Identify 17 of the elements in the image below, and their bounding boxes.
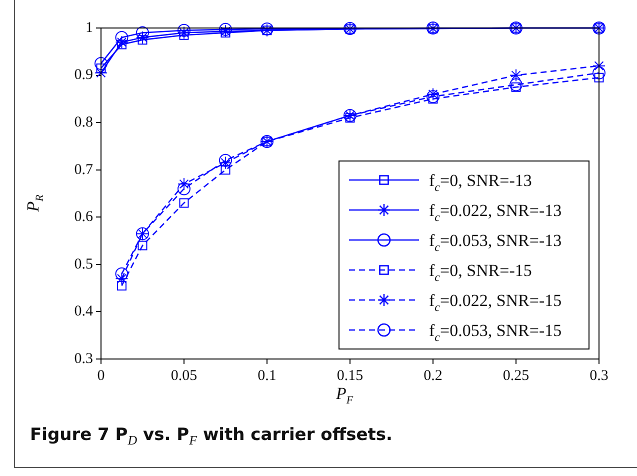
y-tick-label: 0.9: [74, 67, 93, 84]
text: Figure 7 P$_{D}$ vs. P$_{F}$ with carrier offsets.: [30, 425, 392, 448]
y-tick-label: 0.8: [74, 114, 93, 131]
y-tick-label: 0.6: [74, 209, 94, 226]
y-tick-label: 0.3: [74, 350, 93, 367]
x-tick-label: 0: [97, 368, 105, 384]
x-tick-label: 0.15: [336, 368, 364, 384]
y-tick-label: 0.5: [74, 256, 93, 272]
y-tick-label: 0.4: [74, 304, 94, 320]
x-axis-title: P$_{F}$: [336, 384, 354, 406]
x-tick-label: 0.05: [170, 368, 198, 384]
x-tick-label: 0.3: [590, 368, 608, 384]
x-tick-label: 0.1: [258, 368, 276, 384]
x-tick-label: 0.2: [424, 368, 442, 384]
y-tick-label: 1: [86, 20, 93, 36]
y-tick-label: 0.7: [74, 162, 94, 178]
x-tick-label: 0.25: [502, 368, 530, 384]
